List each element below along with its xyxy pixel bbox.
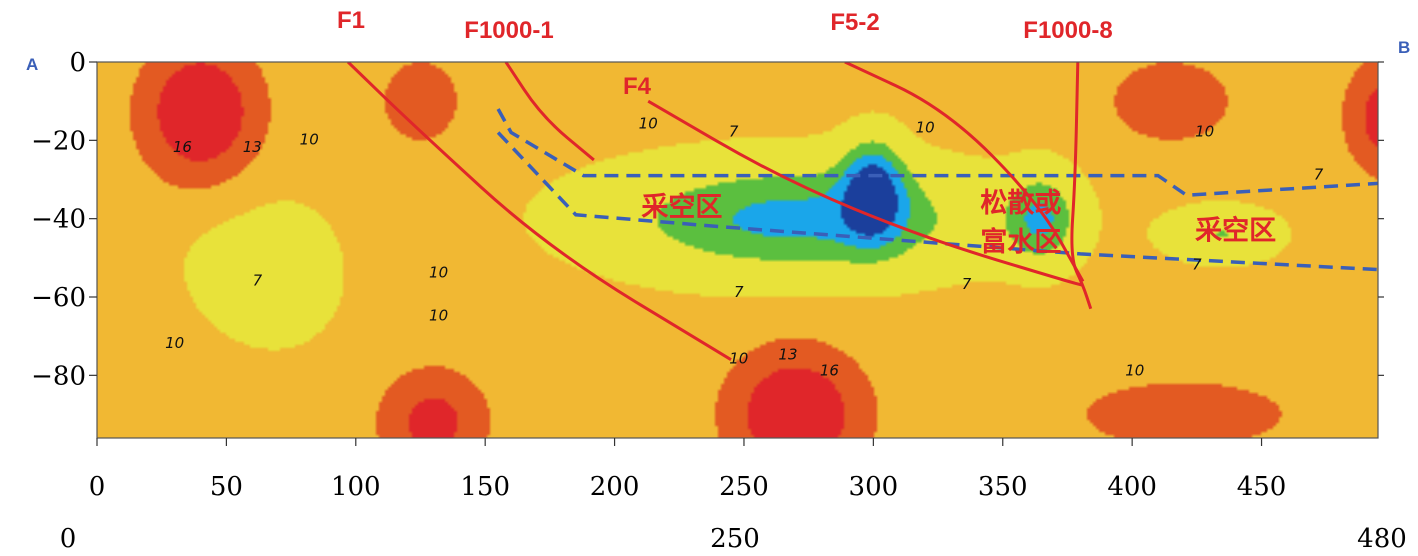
contour-level-label: 10 <box>916 119 935 137</box>
bottom-scale-end: 480 <box>1357 524 1407 554</box>
zone-boundary <box>496 108 1378 272</box>
axes: 0 50 100 150 200 250 300 350 400 450 0 −20 −40 −60 −80 <box>31 48 1384 502</box>
x-tick-label: 250 <box>719 472 769 502</box>
y-tick-label: −40 <box>31 205 86 235</box>
fault-label-f1000-8: F1000-8 <box>1023 17 1112 44</box>
section-end-label: B <box>1398 38 1410 57</box>
contour-level-label: 7 <box>253 271 263 289</box>
plot-frame <box>96 61 1379 439</box>
x-tick-label: 50 <box>210 472 243 502</box>
contour-level-label: 13 <box>243 138 262 156</box>
zone-label: 采空区 <box>641 191 722 222</box>
x-tick-label: 300 <box>849 472 899 502</box>
contour-level-label: 7 <box>1314 166 1324 184</box>
contour-level-label: 16 <box>173 138 192 156</box>
x-tick-label: 450 <box>1237 472 1287 502</box>
contour-level-label: 7 <box>1192 256 1202 274</box>
fault-line-f4 <box>647 99 1084 287</box>
fault-line-f1 <box>346 62 732 361</box>
x-tick-label: 100 <box>331 472 381 502</box>
x-tick-label: 400 <box>1107 472 1157 502</box>
fault-label-f4: F4 <box>623 73 652 100</box>
zone-boundary-top <box>496 108 1378 197</box>
x-tick-label: 0 <box>89 472 106 502</box>
contour-level-label: 7 <box>962 275 972 293</box>
bottom-scale-start: 0 <box>60 524 77 554</box>
contour-level-label: 7 <box>729 122 739 140</box>
contour-level-label: 13 <box>778 346 797 364</box>
section-start-label: A <box>26 55 38 74</box>
contour-level-label: 10 <box>300 130 319 148</box>
contour-level-label: 10 <box>729 350 748 368</box>
fault-name-labels: F1 F1000-1 F4 F5-2 F1000-8 <box>337 7 1113 100</box>
x-tick-label: 200 <box>590 472 640 502</box>
x-tick-label: 150 <box>460 472 510 502</box>
bottom-scale-mid: 250 <box>710 524 760 554</box>
contour-labels: 16 13 10 10 7 10 10 7 7 10 10 10 7 7 7 10 13 16 10 <box>165 115 1324 380</box>
contour-level-label: 10 <box>165 334 184 352</box>
y-tick-label: 0 <box>69 48 86 78</box>
zone-boundary-bottom <box>496 131 1378 272</box>
fault-line-f5-2 <box>844 62 1085 283</box>
contour-level-label: 10 <box>1195 122 1214 140</box>
y-tick-label: −60 <box>31 283 86 313</box>
fault-label-f1000-1: F1000-1 <box>464 17 553 44</box>
contour-level-label: 10 <box>639 115 658 133</box>
contour-level-label: 10 <box>429 307 448 325</box>
fault-line-f1000-8 <box>1070 62 1093 310</box>
fault-lines <box>346 62 1093 361</box>
fault-line-f1000-1 <box>504 62 595 162</box>
resistivity-field <box>97 62 1378 438</box>
zone-label: 富水区 <box>980 226 1061 257</box>
x-tick-label: 350 <box>978 472 1028 502</box>
zone-label: 松散或 <box>980 188 1061 218</box>
y-tick-label: −20 <box>31 126 86 156</box>
zone-label: 采空区 <box>1195 214 1276 245</box>
fault-label-f5-2: F5-2 <box>830 9 879 36</box>
contour-level-label: 16 <box>820 361 839 379</box>
y-tick-label: −80 <box>31 361 86 391</box>
contour-level-label: 10 <box>429 263 448 281</box>
contour-level-label: 7 <box>734 283 744 301</box>
fault-label-f1: F1 <box>337 7 365 34</box>
field-raster <box>97 62 1378 438</box>
contour-level-label: 10 <box>1125 361 1144 379</box>
